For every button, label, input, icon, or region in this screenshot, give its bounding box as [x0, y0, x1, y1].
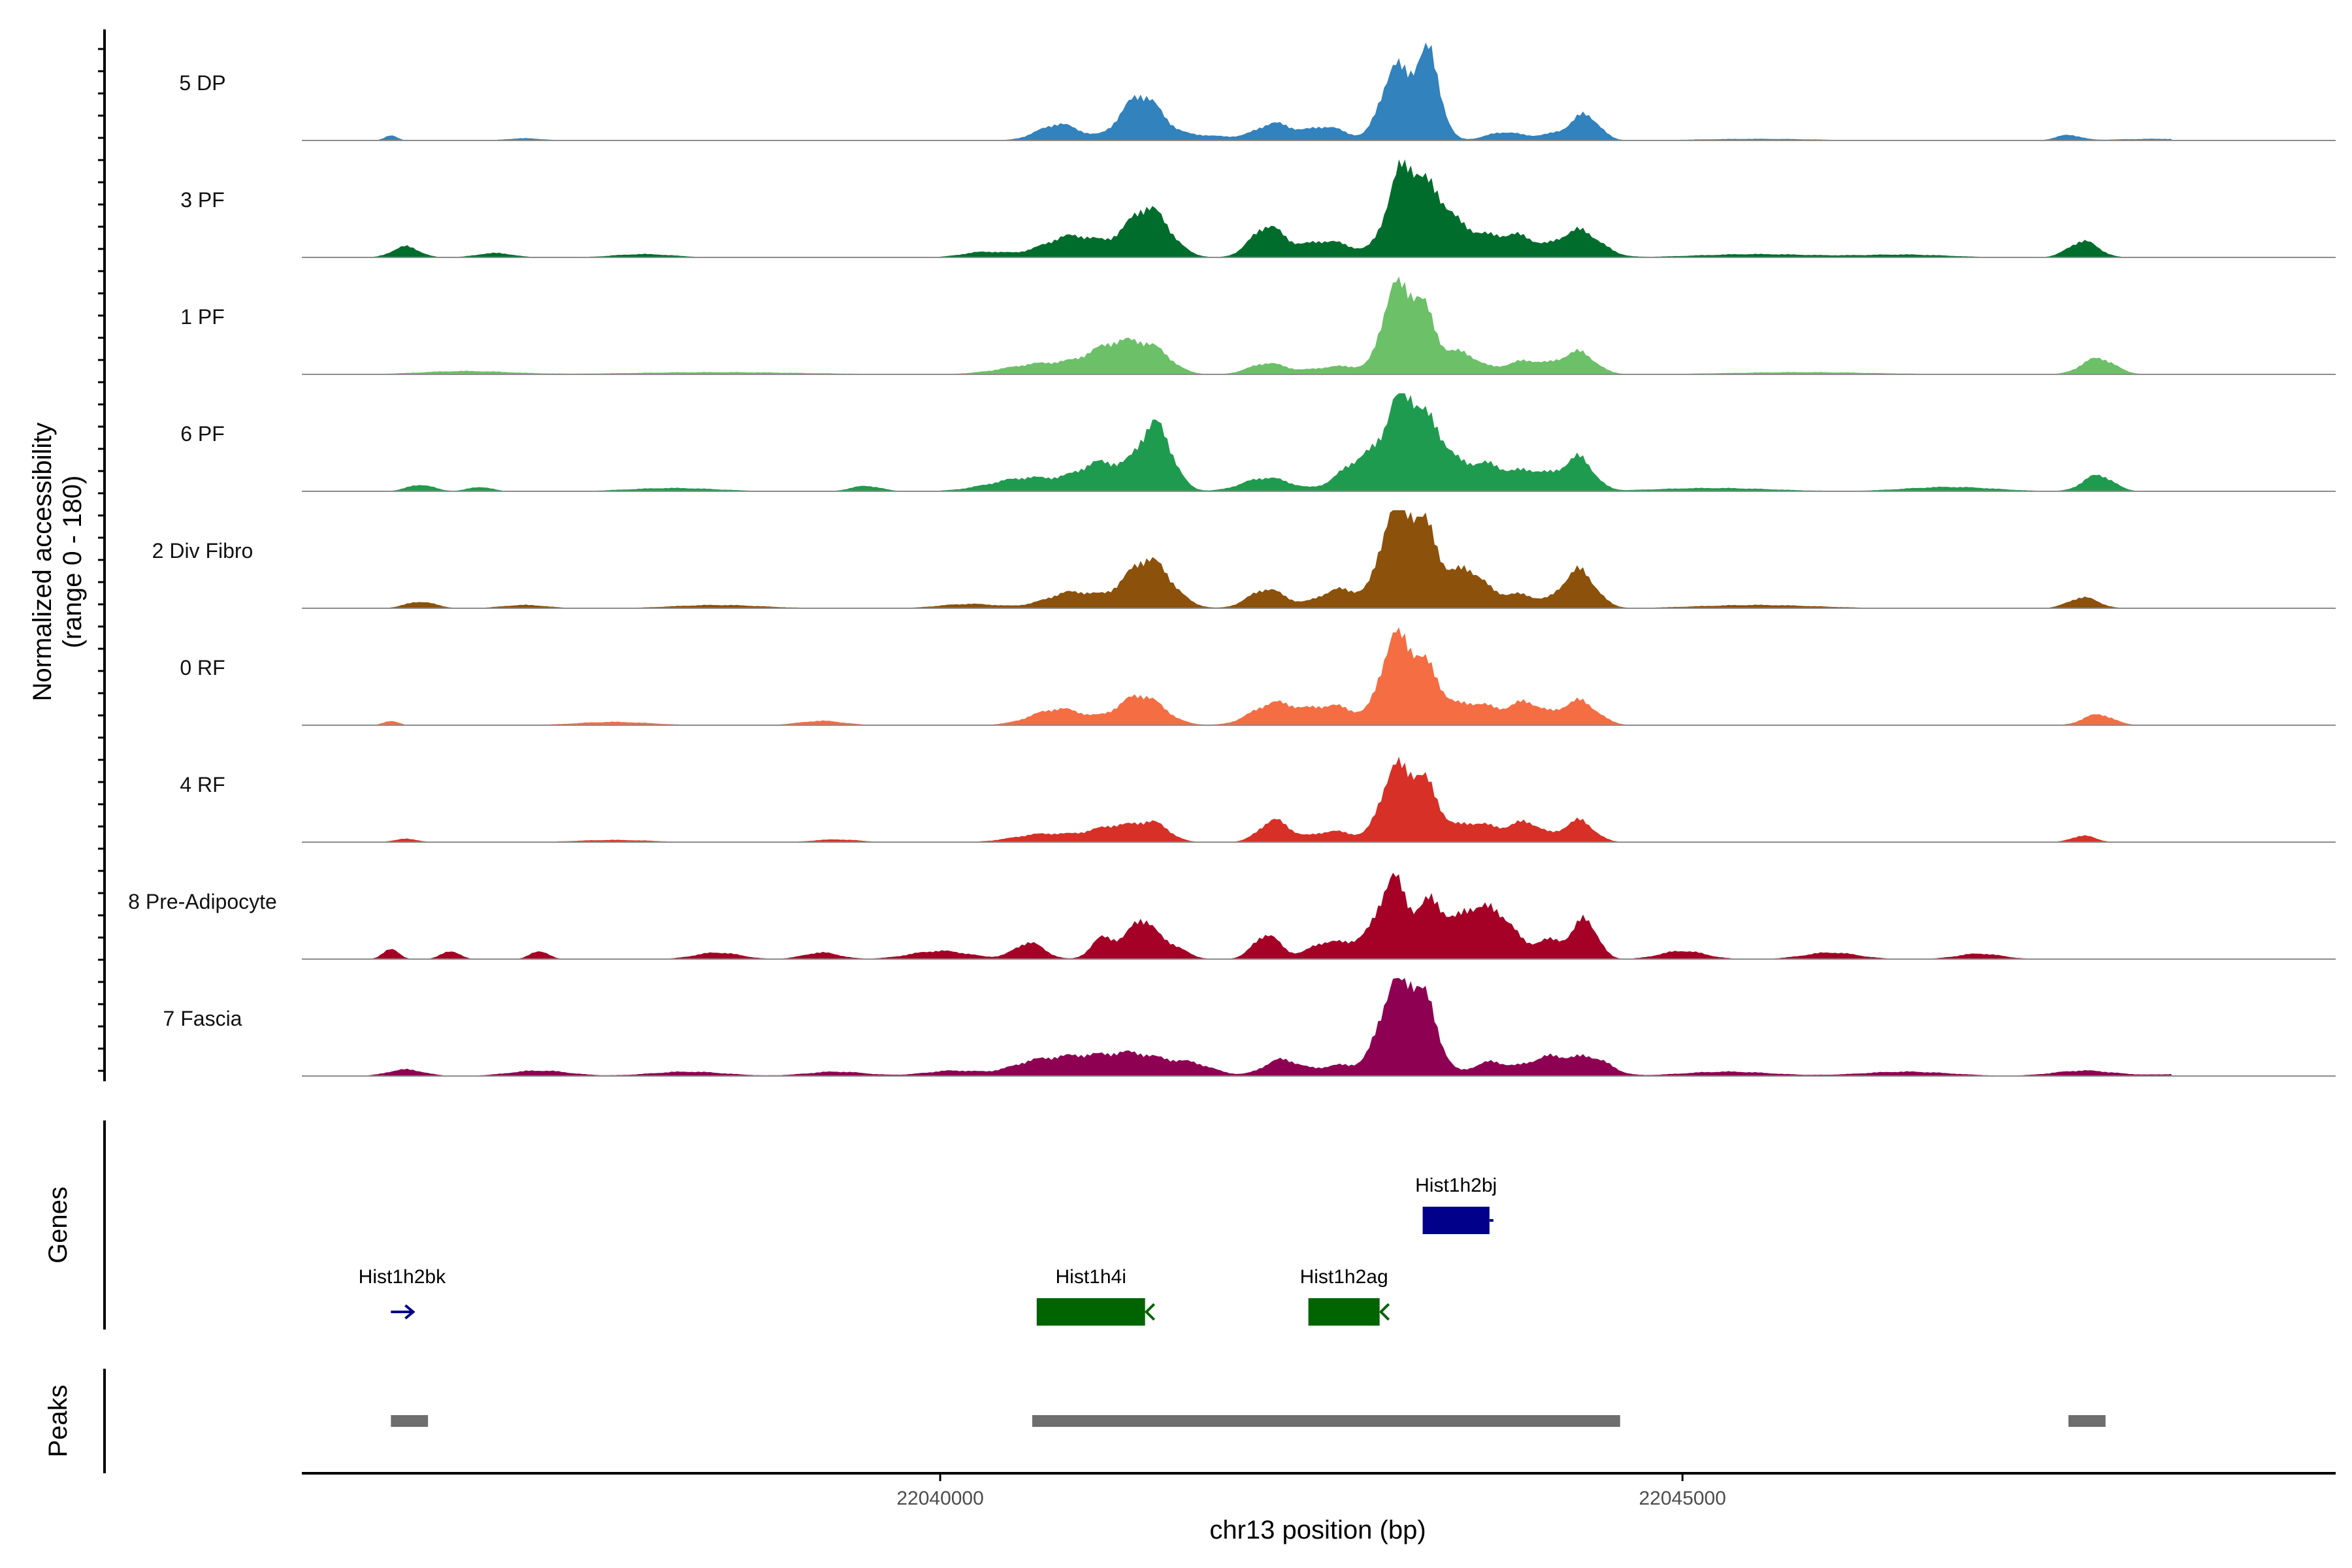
track-label: 1 PF — [180, 305, 225, 329]
gene-label: Hist1h2bj — [1415, 1175, 1497, 1196]
track-label: 7 Fascia — [163, 1007, 242, 1030]
peak-region — [1032, 1415, 1620, 1427]
coverage-area — [368, 757, 2173, 842]
track-label: 2 Div Fibro — [152, 539, 253, 563]
track-label: 8 Pre-Adipocyte — [128, 890, 277, 913]
coverage-area — [368, 276, 2173, 374]
track-label: 4 RF — [180, 773, 225, 796]
coverage-track: 5 DP — [179, 42, 2336, 141]
gene-model: Hist1h4i — [1036, 1266, 1156, 1326]
coverage-tracks: 5 DP 3 PF 1 PF 6 PF 2 Div Fibro 0 RF 4 RF 8 Pre… — [128, 42, 2336, 1077]
coverage-track: 2 Div Fibro — [152, 510, 2336, 609]
gene-strand-chevron — [1144, 1303, 1156, 1321]
coverage-area — [368, 978, 2173, 1076]
gene-label: Hist1h2bk — [359, 1266, 446, 1288]
coverage-track: 3 PF — [180, 159, 2336, 258]
coverage-area — [368, 872, 2173, 959]
x-axis-tick-label: 22040000 — [896, 1488, 983, 1509]
peaks-panel-title: Peaks — [44, 1384, 73, 1457]
y-axis-title-line1: Normalized accessibility — [28, 423, 57, 702]
coverage-track: 7 Fascia — [163, 978, 2336, 1077]
peaks-track — [391, 1415, 2106, 1427]
coverage-area — [368, 510, 2173, 608]
coverage-area — [368, 159, 2173, 257]
gene-exon — [1308, 1298, 1380, 1326]
coverage-track: 1 PF — [180, 276, 2336, 375]
gene-model: Hist1h2ag — [1300, 1266, 1390, 1326]
gene-label: Hist1h2ag — [1300, 1266, 1388, 1288]
genes-panel-title: Genes — [44, 1186, 73, 1264]
coverage-track: 8 Pre-Adipocyte — [128, 872, 2336, 960]
y-axis-title-line2: (range 0 - 180) — [58, 476, 87, 649]
track-label: 6 PF — [180, 422, 225, 446]
gene-exon — [1036, 1298, 1145, 1326]
gene-strand-arrow — [391, 1304, 416, 1320]
x-axis-tick-label: 22045000 — [1639, 1488, 1725, 1509]
track-label: 5 DP — [179, 71, 225, 95]
coverage-track: 4 RF — [180, 757, 2336, 843]
genes-track: Hist1h2bj Hist1h2bk Hist1h4i Hist1h2ag — [359, 1175, 1497, 1326]
x-axis-title: chr13 position (bp) — [1209, 1516, 1426, 1544]
coverage-area — [368, 627, 2173, 725]
coverage-track: 6 PF — [180, 393, 2336, 492]
coverage-track: 0 RF — [180, 627, 2336, 726]
gene-model: Hist1h2bk — [359, 1266, 446, 1320]
peak-region — [391, 1415, 429, 1427]
track-label: 0 RF — [180, 656, 225, 679]
gene-label: Hist1h4i — [1056, 1266, 1126, 1288]
peak-region — [2068, 1415, 2106, 1427]
x-axis-ticks: 22040000 22045000 — [896, 1473, 1726, 1509]
coverage-y-axis-ticks — [98, 48, 105, 1072]
coverage-area — [368, 393, 2173, 491]
gene-exon — [1422, 1207, 1490, 1234]
gene-model: Hist1h2bj — [1415, 1175, 1497, 1234]
gene-strand-chevron — [1379, 1303, 1390, 1321]
coverage-area — [368, 42, 2173, 140]
track-label: 3 PF — [180, 188, 225, 212]
